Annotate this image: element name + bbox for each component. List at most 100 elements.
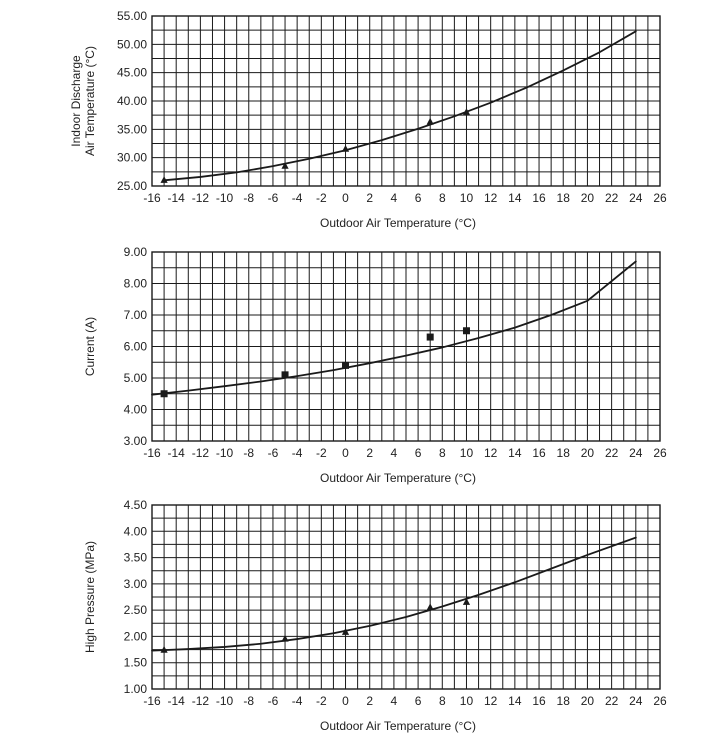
plot-frame xyxy=(151,15,661,187)
x-tick-label: 26 xyxy=(653,191,667,205)
y-tick-label: 55.00 xyxy=(117,9,147,23)
data-point xyxy=(281,634,289,642)
data-point xyxy=(160,645,168,653)
x-tick-label: 16 xyxy=(532,446,546,460)
x-tick-label: -4 xyxy=(292,694,303,708)
x-tick-label: 16 xyxy=(532,694,546,708)
x-tick-label: 6 xyxy=(415,191,422,205)
x-tick-label: -16 xyxy=(143,446,161,460)
x-tick-label: 0 xyxy=(342,191,349,205)
y-tick-label: 7.00 xyxy=(124,308,148,322)
chart-panel-discharge-temperature: -16 -14 -12 -10 -8 -6 -4 -2 0 2 4 6 8 10 12 14 16 18 20 22 2… xyxy=(69,9,667,230)
x-tick-label: -14 xyxy=(168,694,186,708)
y-tick-label: 25.00 xyxy=(117,179,147,193)
x-tick-label: 24 xyxy=(629,446,643,460)
y-tick-label: 50.00 xyxy=(117,37,147,51)
y-tick-label: 4.00 xyxy=(124,524,148,538)
data-point xyxy=(462,327,470,335)
x-tick-label: -8 xyxy=(243,446,254,460)
data-point xyxy=(426,117,434,125)
x-tick-label: -12 xyxy=(192,191,210,205)
x-tick-label: 24 xyxy=(629,191,643,205)
x-tick-label: -2 xyxy=(316,446,327,460)
x-tick-label: -16 xyxy=(143,694,161,708)
x-tick-label: 18 xyxy=(557,191,571,205)
y-tick-label: 1.00 xyxy=(124,682,148,696)
plot-frame xyxy=(151,251,661,442)
y-tick-label: 6.00 xyxy=(124,340,148,354)
y-tick-label: 4.50 xyxy=(124,498,148,512)
x-tick-label: 4 xyxy=(391,191,398,205)
x-tick-label: 14 xyxy=(508,191,522,205)
fit-curve xyxy=(151,260,637,396)
x-tick-label: 8 xyxy=(439,191,446,205)
x-tick-label: -4 xyxy=(292,191,303,205)
x-tick-label: -2 xyxy=(316,694,327,708)
data-point xyxy=(426,333,434,341)
x-tick-label: -6 xyxy=(268,191,279,205)
x-tick-label: 6 xyxy=(415,694,422,708)
x-tick-label: 2 xyxy=(366,191,373,205)
x-tick-label: 0 xyxy=(342,446,349,460)
x-tick-label: -10 xyxy=(216,446,234,460)
x-tick-label: 4 xyxy=(391,446,398,460)
x-tick-label: -10 xyxy=(216,694,234,708)
x-tick-label: -14 xyxy=(168,446,186,460)
x-tick-label: -12 xyxy=(192,446,210,460)
x-tick-label: 4 xyxy=(391,694,398,708)
x-tick-label: 10 xyxy=(460,191,474,205)
plot-frame xyxy=(151,504,661,690)
data-point xyxy=(281,161,289,169)
y-tick-label: 2.00 xyxy=(124,629,148,643)
x-tick-label: 10 xyxy=(460,694,474,708)
data-point xyxy=(341,144,350,152)
y-tick-label: 9.00 xyxy=(124,245,148,259)
y-tick-label: 40.00 xyxy=(117,94,147,108)
y-tick-label: 3.00 xyxy=(124,434,148,448)
x-tick-label: -4 xyxy=(292,446,303,460)
data-point xyxy=(160,176,168,183)
x-axis-title: Outdoor Air Temperature (°C) xyxy=(320,216,476,230)
y-tick-label: 30.00 xyxy=(117,151,147,165)
x-tick-label: -8 xyxy=(243,694,254,708)
x-tick-label: 8 xyxy=(439,694,446,708)
x-tick-label: -14 xyxy=(168,191,186,205)
x-tick-label: 14 xyxy=(508,446,522,460)
x-tick-label: 22 xyxy=(605,694,619,708)
x-axis-title: Outdoor Air Temperature (°C) xyxy=(320,719,476,733)
x-tick-label: 12 xyxy=(484,446,498,460)
x-tick-label: 20 xyxy=(581,191,595,205)
x-tick-label: 0 xyxy=(342,694,349,708)
x-tick-label: 8 xyxy=(439,446,446,460)
y-tick-label: 2.50 xyxy=(124,603,148,617)
x-tick-label: 6 xyxy=(415,446,422,460)
x-tick-label: 16 xyxy=(532,191,546,205)
data-point xyxy=(160,390,168,398)
x-tick-label: 24 xyxy=(629,694,643,708)
y-tick-label: 35.00 xyxy=(117,122,147,136)
y-axis-title: Air Temperature (°C) xyxy=(83,46,97,156)
x-tick-label: 18 xyxy=(557,446,571,460)
y-tick-label: 3.50 xyxy=(124,551,148,565)
y-tick-label: 4.00 xyxy=(124,403,148,417)
x-tick-label: -16 xyxy=(143,191,161,205)
x-tick-label: -2 xyxy=(316,191,327,205)
fit-curve xyxy=(151,536,637,652)
chart-panel-high-pressure: -16 -14 -12 -10 -8 -6 -4 -2 0 2 4 6 8 10 12 14 16 18 20 22 2… xyxy=(83,498,667,733)
x-tick-label: -8 xyxy=(243,191,254,205)
x-tick-label: 2 xyxy=(366,446,373,460)
chart-panel-current: -16 -14 -12 -10 -8 -6 -4 -2 0 2 4 6 8 10 12 14 16 18 20 22 2… xyxy=(83,245,667,485)
x-tick-label: 14 xyxy=(508,694,522,708)
y-tick-label: 45.00 xyxy=(117,66,147,80)
x-tick-label: 2 xyxy=(366,694,373,708)
x-tick-label: -12 xyxy=(192,694,210,708)
x-tick-label: 12 xyxy=(484,694,498,708)
y-axis-title: Current (A) xyxy=(83,317,97,376)
x-tick-label: 20 xyxy=(581,446,595,460)
x-tick-label: 20 xyxy=(581,694,595,708)
data-point xyxy=(342,361,350,369)
x-tick-label: 12 xyxy=(484,191,498,205)
x-tick-label: 18 xyxy=(557,694,571,708)
fit-curve xyxy=(163,30,637,182)
y-tick-label: 8.00 xyxy=(124,277,148,291)
